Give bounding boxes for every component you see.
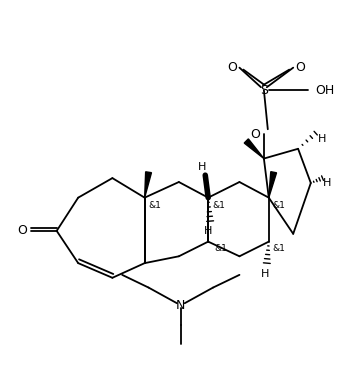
Polygon shape: [145, 172, 151, 198]
Text: OH: OH: [316, 84, 335, 97]
Text: H: H: [261, 269, 269, 279]
Text: H: H: [318, 134, 326, 144]
Text: H: H: [323, 178, 331, 188]
Text: &1: &1: [273, 244, 285, 253]
Text: &1: &1: [214, 244, 227, 253]
Text: O: O: [250, 128, 260, 141]
Text: &1: &1: [149, 201, 161, 210]
Text: H: H: [198, 162, 207, 172]
Text: O: O: [18, 224, 27, 237]
Text: O: O: [295, 61, 305, 74]
Text: S: S: [260, 84, 268, 97]
Text: H: H: [204, 226, 212, 236]
Polygon shape: [269, 172, 277, 198]
Text: &1: &1: [212, 201, 225, 210]
Text: N: N: [176, 299, 185, 312]
Text: &1: &1: [273, 201, 285, 210]
Text: O: O: [228, 61, 238, 74]
Polygon shape: [244, 139, 264, 158]
